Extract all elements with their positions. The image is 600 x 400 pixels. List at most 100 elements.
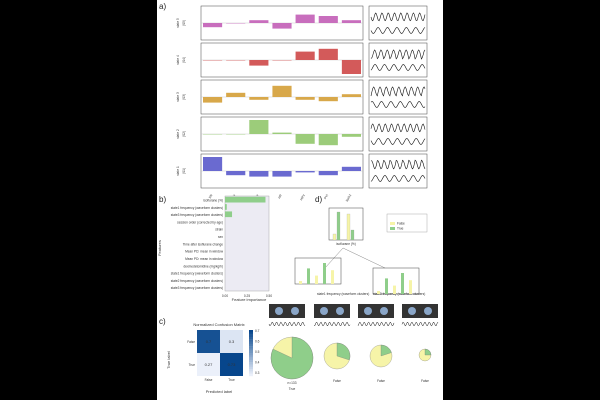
state-bar-2-SpO2 <box>341 60 361 74</box>
scan-blob-1 <box>291 307 299 315</box>
state-bar-5-PVI <box>318 171 338 176</box>
figure-sheet: a) b) c) d) state 5 (S5) state 4 (S4) state … <box>157 0 443 400</box>
panel-b-feature-importance: Features Feature importance isoflurane (… <box>157 195 272 302</box>
state-bar-4-SpO2 <box>341 134 361 137</box>
scan-thumbnail-2 <box>314 304 350 318</box>
colorbar-tick: 0.7 <box>255 329 260 333</box>
confusion-cell-value: 0.7 <box>206 339 212 344</box>
feature-label: strain <box>215 228 223 232</box>
colorbar-segment <box>249 332 253 335</box>
tree-legend-item: False <box>397 222 405 226</box>
waveform-lower-5 <box>370 175 426 182</box>
panel-b-xlabel: Feature importance <box>232 297 267 302</box>
right-hist-bar <box>393 285 396 294</box>
state-sub-2: (S4) <box>182 57 186 63</box>
feature-label: session order (corrected by age) <box>177 220 223 224</box>
confusion-cell <box>220 330 243 353</box>
state-bar-2-HRV <box>295 51 315 60</box>
scan-thumbnail-3 <box>358 304 394 318</box>
colorbar-tick: 0.3 <box>255 371 260 375</box>
xtick-HRV: HRV <box>299 193 306 202</box>
confusion-col-label: True <box>228 378 235 382</box>
state-name-2: state 4 <box>176 55 180 65</box>
state-bar-5-SpO2 <box>341 166 361 171</box>
confusion-row-label: False <box>187 340 195 344</box>
state-bar-5-HRV <box>295 171 315 173</box>
right-hist-bar <box>409 280 412 294</box>
feature-label: state2 frequency (waveform clusters) <box>171 279 223 283</box>
panel-b-ylabel: Features <box>157 240 162 256</box>
tree-left-split: state1 frequency (waveform clusters) <box>317 292 369 296</box>
state-sub-4: (S2) <box>182 131 186 137</box>
panel-a-state-profiles: state 5 (S5) state 4 (S4) state 3 (S3) state 2… <box>176 5 428 203</box>
right-hist-bar <box>385 278 388 294</box>
state-bar-3-PVI <box>318 97 338 102</box>
root-hist-bar <box>336 211 341 241</box>
scan-blob-2 <box>320 307 328 315</box>
confusion-cell-value: 0.73 <box>228 362 237 367</box>
state-bar-4-PV <box>249 120 269 134</box>
waveform-lower-4 <box>370 138 426 145</box>
feature-label: dexmedetomidine (mg/kg/h) <box>183 264 223 268</box>
state-bar-1-PVI <box>318 16 338 23</box>
root-hist-bar <box>350 229 355 241</box>
state-bar-3-HRV <box>295 97 315 100</box>
state-bar-3-MAV <box>226 92 246 97</box>
colorbar-segment <box>249 359 253 363</box>
xtick-SpO2: SpO2 <box>345 193 353 202</box>
scan-blob-4 <box>408 307 416 315</box>
panel-d-label: d) <box>315 195 322 204</box>
tree-legend-swatch <box>390 227 395 230</box>
trace-2 <box>313 321 351 327</box>
confusion-cell-value: 0.27 <box>205 362 214 367</box>
waveform-upper-1 <box>370 12 426 22</box>
tree-legend-item: True <box>397 227 404 231</box>
state-bar-3-SN <box>203 97 223 103</box>
root-hist-frame <box>328 207 364 241</box>
feature-label: state1 frequency (waveform clusters) <box>171 206 223 210</box>
left-hist-bar <box>331 270 334 284</box>
state-sub-5: (S1) <box>182 168 186 174</box>
colorbar-segment <box>249 366 253 370</box>
state-bar-5-SN <box>203 157 223 171</box>
colorbar-segment <box>249 339 253 342</box>
feature-label: Mean PD: mean in window <box>185 250 224 254</box>
left-hist-bar <box>299 281 302 284</box>
waveform-upper-2 <box>370 49 426 60</box>
waveform-upper-5 <box>370 159 426 170</box>
state-bar-2-PVI <box>318 48 338 60</box>
waveform-box-2 <box>368 42 428 78</box>
colorbar-segment <box>249 362 253 365</box>
scan-blob-3 <box>364 307 372 315</box>
importance-bar <box>225 196 266 203</box>
colorbar-tick: 0.5 <box>255 350 260 354</box>
state-bar-4-HR <box>272 132 292 134</box>
state-bar-1-SpO2 <box>341 20 361 23</box>
panel-c-label: c) <box>159 317 166 326</box>
left-hist-bar <box>307 268 310 284</box>
xtick-HR: HR <box>277 193 283 200</box>
waveform-upper-3 <box>370 86 426 97</box>
colorbar-segment <box>249 364 253 367</box>
state-bar-4-PVI <box>318 134 338 146</box>
confusion-cell-value: 0.3 <box>229 339 235 344</box>
importance-xtick: 0.25 <box>244 294 250 298</box>
waveform-box-3 <box>368 79 428 115</box>
feature-label: Mean PD: mean in window <box>185 257 224 261</box>
colorbar-segment <box>249 371 253 374</box>
state-sub-3: (S3) <box>182 94 186 100</box>
state-bar-3-HR <box>272 85 292 97</box>
feature-label: sex <box>218 235 223 239</box>
confusion-xlabel: Predicted label <box>206 389 233 394</box>
waveform-lower-2 <box>370 64 426 71</box>
confusion-row-label: True <box>189 363 196 367</box>
confusion-cell <box>197 353 220 376</box>
scan-blob-1 <box>275 307 283 315</box>
importance-bar <box>225 211 233 218</box>
trace-4 <box>401 321 439 327</box>
colorbar-tick: 0.6 <box>255 340 260 344</box>
leaf-label-2: False <box>377 379 385 383</box>
colorbar-segment <box>249 343 253 347</box>
trace-1 <box>268 321 306 327</box>
state-bar-1-SN <box>203 23 223 28</box>
